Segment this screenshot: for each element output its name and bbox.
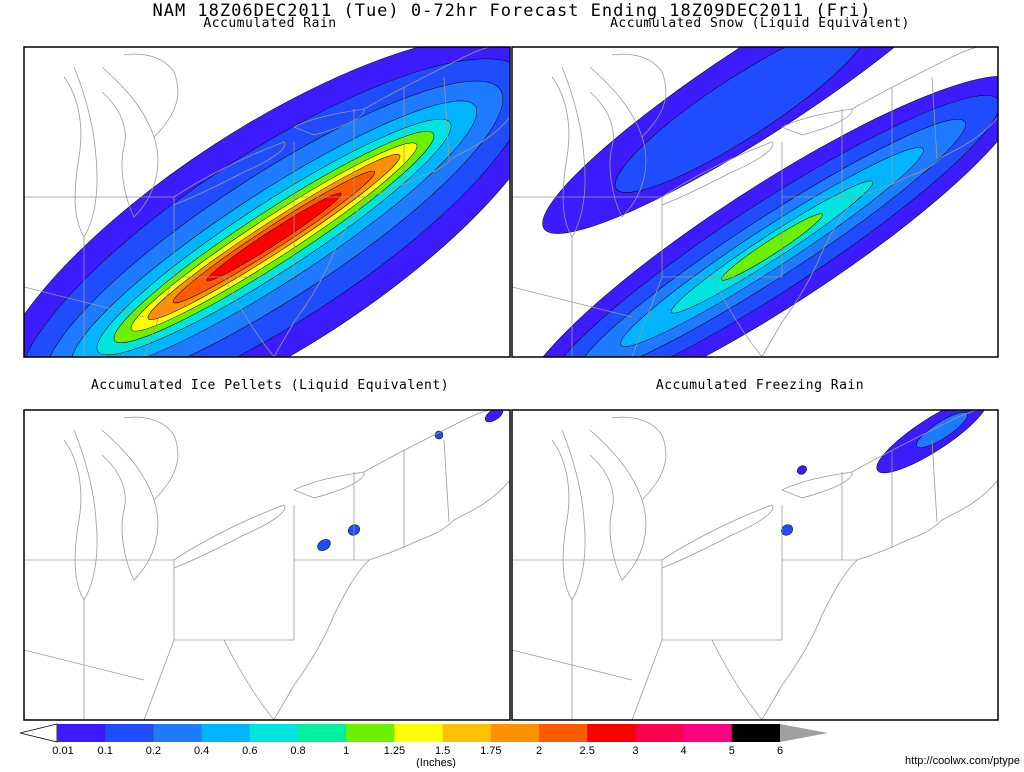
legend-label: 1.5: [435, 745, 450, 757]
legend-label: 2.5: [580, 745, 595, 757]
legend: 0.01 0.1 0.2 0.4 0.6 0.8 1 1.25 1.5 1.75 2 2.5 3 4 5 6 (…: [19, 723, 828, 769]
legend-label: 2: [536, 745, 542, 757]
precip-layer: [512, 47, 998, 357]
precip-area: [206, 192, 342, 282]
legend-swatch: [57, 724, 106, 742]
legend-swatch: [153, 724, 203, 742]
legend-label: 0.4: [194, 745, 209, 757]
legend-under: [19, 723, 58, 743]
legend-swatch: [394, 724, 444, 742]
precip-area: [797, 465, 807, 475]
precip-area: [721, 213, 823, 281]
legend-units: (Inches): [416, 757, 456, 768]
map-panel: [511, 409, 999, 721]
panel-title: Accumulated Snow (Liquid Equivalent): [610, 16, 910, 31]
legend-label: 0.8: [290, 745, 305, 757]
basemap: [24, 410, 510, 720]
legend-swatch: [731, 724, 781, 742]
legend-label: 1.25: [384, 745, 405, 757]
legend-over: [780, 724, 828, 742]
precip-layer: [512, 410, 998, 720]
precip-area: [484, 410, 504, 423]
map-title: NAM 18Z06DEC2011 (Tue) 0-72hr Forecast E…: [152, 1, 871, 21]
legend-swatch: [201, 724, 251, 742]
legend-label: 0.1: [98, 745, 113, 757]
legend-swatch: [587, 724, 636, 742]
precip-area: [781, 524, 793, 536]
legend-swatch: [442, 724, 492, 742]
precip-layer: [24, 47, 510, 357]
legend-swatch: [635, 724, 685, 742]
panel-title: Accumulated Freezing Rain: [656, 378, 864, 393]
legend-label: 0.6: [242, 745, 257, 757]
precip-area: [317, 539, 331, 551]
legend-label: 5: [729, 745, 735, 757]
legend-swatch: [298, 724, 347, 742]
legend-swatch: [539, 724, 588, 742]
legend-swatch: [249, 724, 299, 742]
legend-swatch: [346, 724, 395, 742]
panel-title: Accumulated Rain: [203, 16, 336, 31]
footer-url: http://coolwx.com/ptype: [905, 755, 1020, 767]
legend-label: 3: [632, 745, 638, 757]
map-panel: [23, 409, 511, 721]
map-panel: [511, 46, 999, 358]
legend-label: 6: [777, 745, 783, 757]
panel-frame: [23, 46, 511, 358]
legend-label: 1.75: [480, 745, 501, 757]
panel-frame: [511, 409, 999, 721]
legend-label: 1: [343, 745, 349, 757]
panel-frame: [23, 409, 511, 721]
precip-layer: [24, 410, 510, 720]
legend-swatch: [105, 724, 154, 742]
legend-label: 0.2: [146, 745, 161, 757]
panel-frame: [511, 46, 999, 358]
map-panel: [23, 46, 511, 358]
legend-swatch: [683, 724, 733, 742]
legend-label: 0.01: [52, 745, 73, 757]
legend-label: 4: [681, 745, 687, 757]
panel-title: Accumulated Ice Pellets (Liquid Equivale…: [91, 378, 449, 393]
precip-area: [614, 47, 870, 193]
precip-area: [434, 430, 444, 440]
legend-swatch: [490, 724, 540, 742]
panels: Accumulated Rain Accumulated Snow (Liquid…: [23, 16, 999, 721]
